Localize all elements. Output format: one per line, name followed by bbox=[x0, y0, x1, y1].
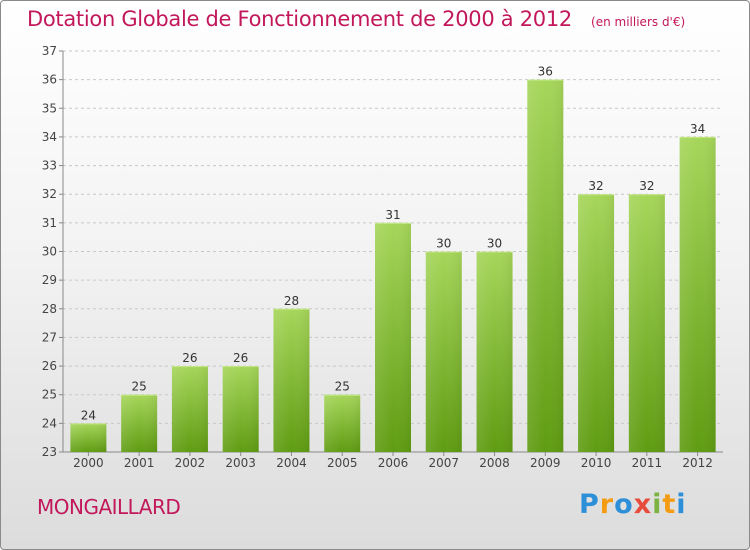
chart-subtitle: (en milliers d'€) bbox=[591, 15, 686, 29]
bar-value-label: 25 bbox=[335, 380, 350, 394]
bar-shade bbox=[375, 222, 411, 452]
bar-value-label: 25 bbox=[132, 380, 147, 394]
bar-value-label: 34 bbox=[690, 122, 705, 136]
y-tick-label: 33 bbox=[42, 159, 57, 173]
bar-shade bbox=[628, 194, 665, 452]
x-tick-label: 2010 bbox=[581, 456, 612, 470]
x-tick-label: 2005 bbox=[327, 456, 358, 470]
bar-value-label: 30 bbox=[436, 237, 451, 251]
x-tick-label: 2011 bbox=[632, 456, 663, 470]
bar-shade bbox=[679, 136, 716, 452]
y-tick-label: 27 bbox=[42, 330, 57, 344]
x-tick-label: 2008 bbox=[479, 456, 510, 470]
y-tick-label: 34 bbox=[42, 130, 57, 144]
bar-shade bbox=[578, 194, 615, 452]
bar-shade bbox=[273, 308, 310, 452]
bar-shade bbox=[70, 423, 107, 452]
x-tick-label: 2003 bbox=[225, 456, 256, 470]
bar-value-label: 32 bbox=[639, 179, 654, 193]
y-tick-label: 28 bbox=[42, 302, 57, 316]
commune-name: MONGAILLARD bbox=[37, 495, 181, 519]
y-tick-label: 35 bbox=[42, 101, 57, 115]
bar-value-label: 30 bbox=[487, 237, 502, 251]
bar-shade bbox=[121, 394, 158, 452]
y-tick-label: 36 bbox=[42, 73, 57, 87]
chart-title: Dotation Globale de Fonctionnement de 20… bbox=[27, 7, 572, 31]
bar-value-label: 32 bbox=[588, 179, 603, 193]
bar-value-label: 26 bbox=[182, 351, 197, 365]
bar-value-label: 24 bbox=[81, 408, 96, 422]
y-tick-label: 24 bbox=[42, 416, 57, 430]
bar-value-label: 31 bbox=[385, 208, 400, 222]
x-tick-label: 2004 bbox=[276, 456, 307, 470]
x-tick-label: 2012 bbox=[682, 456, 713, 470]
proxiti-logo: Proxiti bbox=[579, 489, 687, 520]
x-tick-label: 2001 bbox=[124, 456, 155, 470]
labels: 23 24 25 26 27 28 29 30 31 32 33 34 35 36 37 24 2000 25 20… bbox=[42, 44, 713, 470]
bar-shade bbox=[324, 394, 361, 452]
x-tick-label: 2006 bbox=[378, 456, 409, 470]
bar-shade bbox=[476, 251, 513, 452]
y-tick-label: 37 bbox=[42, 44, 57, 58]
bars bbox=[70, 79, 716, 453]
bar-value-label: 28 bbox=[284, 294, 299, 308]
bar-shade bbox=[171, 366, 208, 452]
x-tick-label: 2009 bbox=[530, 456, 561, 470]
y-tick-label: 31 bbox=[42, 216, 57, 230]
bar-shade bbox=[527, 79, 564, 453]
y-tick-label: 29 bbox=[42, 273, 57, 287]
bar-shade bbox=[425, 251, 462, 452]
y-tick-label: 32 bbox=[42, 187, 57, 201]
y-tick-label: 23 bbox=[42, 445, 57, 459]
y-tick-label: 30 bbox=[42, 245, 57, 259]
y-tick-label: 26 bbox=[42, 359, 57, 373]
bar-value-label: 36 bbox=[538, 65, 553, 79]
chart-title-block: Dotation Globale de Fonctionnement de 20… bbox=[27, 7, 685, 31]
bar-value-label: 26 bbox=[233, 351, 248, 365]
bar-shade bbox=[222, 366, 259, 452]
y-tick-label: 25 bbox=[42, 388, 57, 402]
x-tick-label: 2000 bbox=[73, 456, 104, 470]
x-tick-label: 2002 bbox=[175, 456, 206, 470]
x-tick-label: 2007 bbox=[428, 456, 459, 470]
